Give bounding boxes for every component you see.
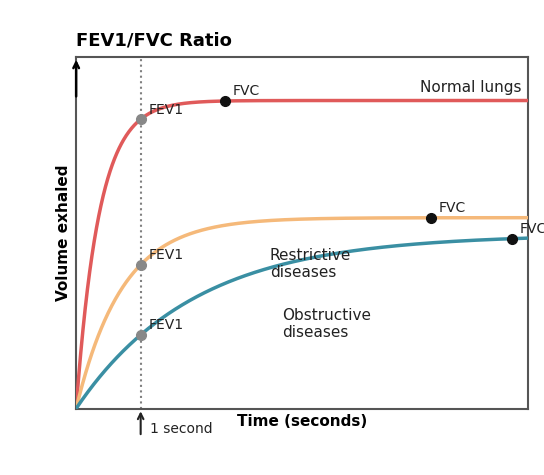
Text: FEV1: FEV1 xyxy=(149,248,184,262)
Text: FEV1/FVC Ratio: FEV1/FVC Ratio xyxy=(76,32,232,50)
Text: FVC: FVC xyxy=(232,85,259,98)
Text: Restrictive
diseases: Restrictive diseases xyxy=(270,248,351,280)
Text: FEV1: FEV1 xyxy=(149,318,184,332)
Text: 1 second: 1 second xyxy=(150,422,213,436)
Text: FEV1: FEV1 xyxy=(149,103,184,116)
X-axis label: Time (seconds): Time (seconds) xyxy=(237,414,367,429)
Y-axis label: Volume exhaled: Volume exhaled xyxy=(55,164,71,301)
Text: FVC: FVC xyxy=(520,222,544,236)
Text: Obstructive
diseases: Obstructive diseases xyxy=(282,308,372,341)
Text: Normal lungs: Normal lungs xyxy=(420,80,521,95)
Text: FVC: FVC xyxy=(438,201,466,215)
